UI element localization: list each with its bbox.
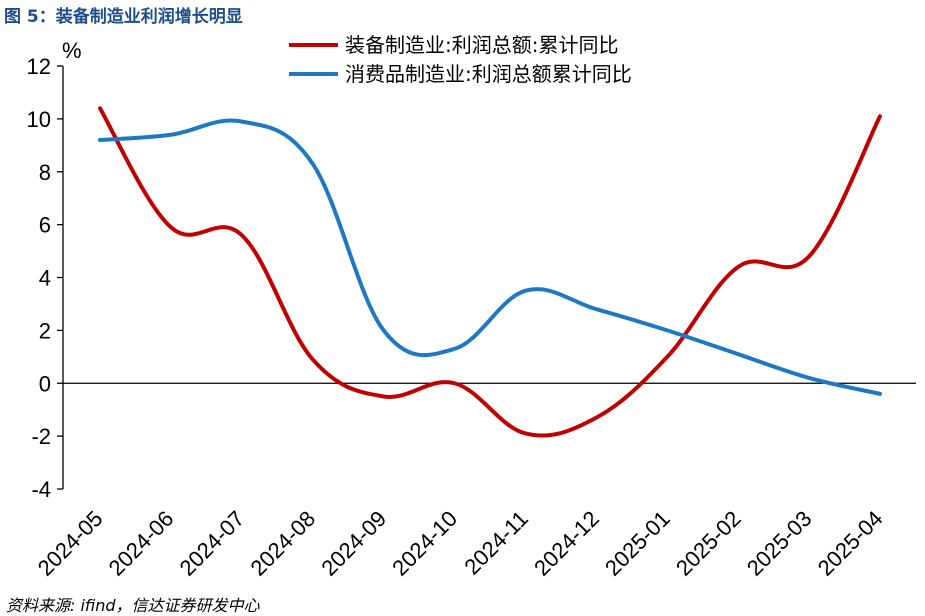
series-line-2	[98, 118, 882, 396]
y-tick-label: 12	[27, 54, 51, 79]
figure-title: 图 5：装备制造业利润增长明显	[4, 7, 243, 27]
legend-label-1: 装备制造业:利润总额:累计同比	[345, 33, 618, 57]
x-tick-label: 2024-07	[175, 506, 250, 581]
x-tick-label: 2024-10	[387, 506, 462, 581]
y-tick-label: 10	[27, 107, 51, 132]
legend-label-2: 消费品制造业:利润总额累计同比	[345, 62, 632, 86]
chart-series	[98, 106, 882, 438]
x-tick-label: 2024-05	[33, 506, 108, 581]
x-tick-label: 2025-01	[600, 506, 675, 581]
y-tick-label: 8	[39, 160, 51, 185]
y-tick-label: 0	[39, 371, 51, 396]
x-tick-label: 2025-02	[671, 506, 746, 581]
y-tick-label: 6	[39, 213, 51, 238]
series-line-1	[98, 106, 882, 438]
y-axis-unit: %	[62, 38, 82, 63]
x-tick-label: 2024-08	[245, 506, 320, 581]
y-tick-label: 4	[39, 266, 51, 291]
x-tick-label: 2024-09	[316, 506, 391, 581]
x-tick-label: 2024-06	[104, 506, 179, 581]
x-tick-label: 2024-11	[459, 506, 533, 580]
x-tick-label: 2024-12	[529, 506, 604, 581]
x-tick-label: 2025-04	[813, 506, 888, 581]
y-tick-label: 2	[39, 318, 51, 343]
x-tick-label: 2025-03	[742, 506, 817, 581]
chart-axes: -4-2024681012%2024-052024-062024-072024-…	[27, 38, 916, 581]
y-tick-label: -4	[31, 477, 51, 502]
y-tick-label: -2	[31, 424, 51, 449]
figure-source: 资料来源: ifind，信达证券研发中心	[6, 596, 260, 615]
